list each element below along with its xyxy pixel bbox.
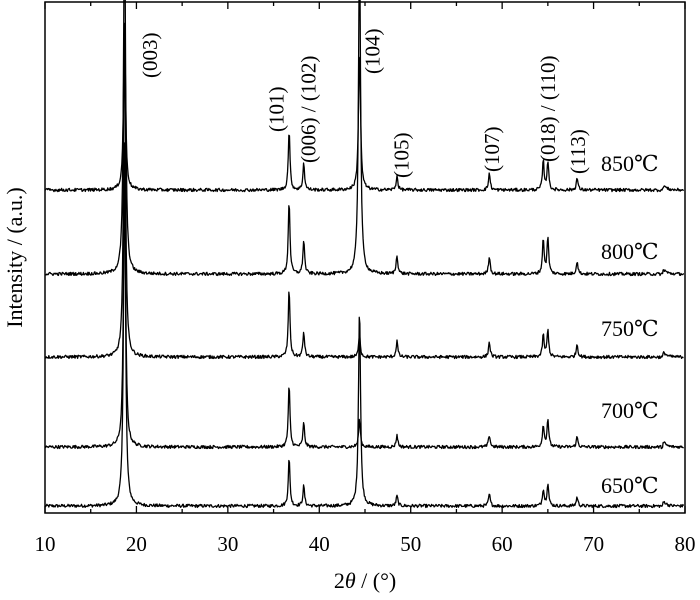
x-axis-ticks: 10 20 30 40 50 60 70 80: [35, 2, 696, 556]
peak-label: (104): [360, 29, 384, 75]
series-traces: [44, 0, 685, 509]
peak-label: (003): [138, 33, 162, 79]
x-tick-label: 60: [492, 532, 513, 556]
x-axis-label-suffix: / (°): [356, 568, 397, 593]
series-trace: [44, 22, 684, 360]
series-label: 700℃: [601, 398, 659, 423]
x-axis-label: 2θ / (°): [334, 568, 396, 593]
x-tick-label: 10: [35, 532, 56, 556]
x-tick-label: 30: [217, 532, 238, 556]
x-tick-label: 50: [400, 532, 421, 556]
x-axis-label-symbol: θ: [345, 568, 356, 593]
series-label: 850℃: [601, 151, 659, 176]
peak-label: (006) / (102): [296, 56, 320, 163]
peak-labels: (003) (101) (006) / (102) (104) (105) (107) (0…: [138, 29, 590, 179]
series-trace: [44, 164, 685, 509]
x-axis-label-prefix: 2: [334, 568, 345, 593]
peak-label: (101): [264, 87, 288, 133]
peak-label: (105): [390, 133, 414, 179]
series-labels: 650℃ 700℃ 750℃ 800℃ 850℃: [601, 151, 659, 498]
x-tick-label: 70: [583, 532, 604, 556]
series-label: 750℃: [601, 316, 659, 341]
peak-label: (113): [566, 129, 590, 174]
x-tick-label: 80: [675, 532, 696, 556]
y-axis-label: Intensity / (a.u.): [2, 187, 27, 328]
x-tick-label: 20: [126, 532, 147, 556]
x-tick-label: 40: [309, 532, 330, 556]
peak-label: (107): [480, 127, 504, 173]
peak-label: (018) / (110): [536, 55, 560, 162]
series-label: 800℃: [601, 239, 659, 264]
series-trace: [44, 142, 684, 450]
series-label: 650℃: [601, 473, 659, 498]
series-trace: [44, 25, 685, 193]
series-trace: [44, 0, 685, 277]
